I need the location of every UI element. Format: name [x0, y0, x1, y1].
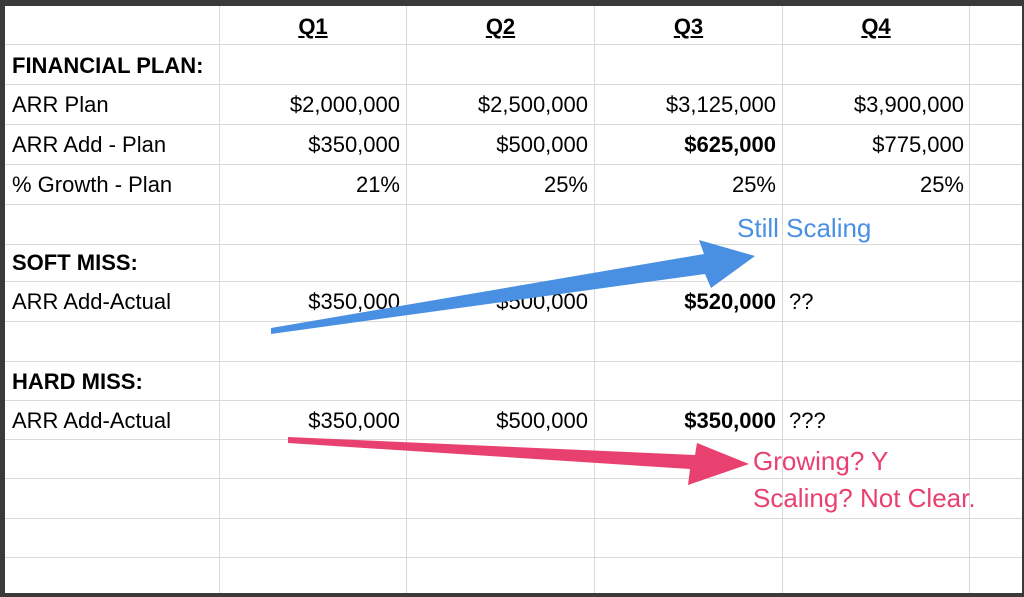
grid-line [5, 439, 1022, 440]
cell-growth-plan-q3: 25% [731, 172, 776, 197]
cell-soft-actual-q3: $520,000 [684, 289, 776, 314]
cell-arr-add-plan-q2: $500,000 [496, 132, 588, 157]
grid-line [5, 361, 1022, 362]
grid-line [5, 204, 1022, 205]
grid-line [782, 6, 783, 593]
grid-line [219, 6, 220, 593]
soft-miss-arrow [271, 240, 755, 334]
row-label-soft-arr-add-actual: ARR Add-Actual [12, 289, 171, 314]
spreadsheet: Q1 Q2 Q3 Q4 FINANCIAL PLAN: ARR Plan $2,… [5, 6, 1022, 593]
annotation-scaling-not-clear: Scaling? Not Clear. [753, 483, 976, 513]
cell-growth-plan-q2: 25% [543, 172, 588, 197]
column-header-q2: Q2 [485, 14, 516, 39]
grid-line [5, 557, 1022, 558]
column-header-q3: Q3 [673, 14, 704, 39]
column-header-q1: Q1 [298, 14, 328, 39]
cell-soft-actual-q1: $350,000 [308, 289, 400, 314]
row-label-growth-plan: % Growth - Plan [12, 172, 173, 197]
grid-line [5, 124, 1022, 125]
row-label-arr-plan: ARR Plan [12, 92, 109, 117]
cell-arr-plan-q4: $3,900,000 [853, 92, 964, 117]
grid-line [5, 478, 1022, 479]
annotation-still-scaling: Still Scaling [737, 213, 872, 243]
grid-line [5, 518, 1022, 519]
grid-line [5, 244, 1022, 245]
cell-hard-actual-q4: ??? [789, 408, 826, 433]
row-label-hard-arr-add-actual: ARR Add-Actual [12, 408, 171, 433]
cell-soft-actual-q2: $500,000 [496, 289, 588, 314]
cell-arr-plan-q2: $2,500,000 [477, 92, 588, 117]
column-header-q4: Q4 [861, 14, 891, 39]
cell-growth-plan-q1: 21% [355, 172, 400, 197]
grid-line [5, 400, 1022, 401]
grid-line [5, 321, 1022, 322]
cell-hard-actual-q3: $350,000 [684, 408, 776, 433]
cell-arr-plan-q3: $3,125,000 [665, 92, 776, 117]
grid-line [5, 281, 1022, 282]
grid-line [969, 6, 970, 593]
row-label-arr-add-plan: ARR Add - Plan [12, 132, 167, 157]
grid-line [5, 164, 1022, 165]
cell-arr-plan-q1: $2,000,000 [289, 92, 400, 117]
cell-growth-plan-q4: 25% [919, 172, 964, 197]
cell-hard-actual-q2: $500,000 [496, 408, 588, 433]
cell-arr-add-plan-q4: $775,000 [872, 132, 964, 157]
cell-hard-actual-q1: $350,000 [308, 408, 400, 433]
cell-soft-actual-q4: ?? [789, 289, 814, 314]
grid-line [5, 44, 1022, 45]
grid-line [5, 84, 1022, 85]
cell-arr-add-plan-q3: $625,000 [684, 132, 776, 157]
section-title-soft-miss: SOFT MISS: [12, 250, 138, 275]
section-title-hard-miss: HARD MISS: [12, 369, 143, 394]
section-title-financial-plan: FINANCIAL PLAN: [12, 53, 204, 78]
annotation-growing: Growing? Y [753, 446, 889, 476]
cell-arr-add-plan-q1: $350,000 [308, 132, 400, 157]
